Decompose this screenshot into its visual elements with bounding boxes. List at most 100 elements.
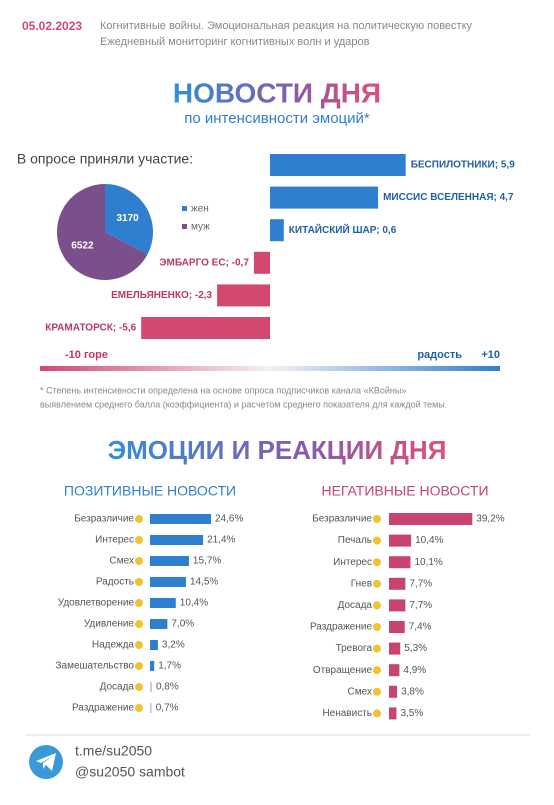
category-label: Смех [110,556,134,567]
bar [150,514,212,524]
emoji-icon [135,662,143,670]
value-label: 0,8% [156,682,179,693]
value-label: 0,7% [156,703,179,714]
footnote: * Степень интенсивности определена на ос… [40,385,406,395]
emoji-icon [135,704,143,712]
bar [150,556,189,566]
emoji-icon [373,644,381,653]
axis-positive-label: радость [417,349,462,361]
value-label: 3,8% [401,686,424,697]
pie-title: В опросе приняли участие: [17,151,193,167]
emoji-icon [373,709,381,718]
category-label: Безразличие [74,514,134,525]
bar [270,219,284,242]
footer-bot[interactable]: @su2050 sambot [75,764,185,780]
bar [270,186,379,209]
legend-label: жен [191,204,209,215]
slice-label: 6522 [71,240,94,251]
legend-swatch [182,206,187,211]
value-label: 39,2% [476,514,504,525]
bar [141,317,270,339]
emoji-icon [373,623,381,631]
category-label: Отвращение [313,665,373,676]
value-label: 10,4% [415,535,443,546]
category-label: Смех [348,686,372,697]
value-label: 5,3% [404,643,427,654]
header-line: Ежедневный мониторинг когнитивных волн и… [100,36,370,48]
bar [150,682,152,692]
bar [150,661,155,671]
category-label: Досада [338,600,373,611]
emoji-icon [135,641,143,649]
section-title: НОВОСТИ ДНЯ [173,77,381,108]
emoji-icon [135,515,143,523]
value-label: 1,7% [158,661,181,672]
bar [389,707,397,720]
category-label: Досада [100,682,135,693]
bar-label: ЕМЕЛЬЯНЕНКО; -2,3 [111,290,212,301]
category-label: Удивление [84,619,135,630]
emoji-icon [373,687,381,696]
bar [150,535,204,545]
value-label: 14,5% [190,577,218,588]
category-label: Безразличие [312,514,372,525]
bar [389,556,411,569]
value-label: 15,7% [193,556,221,567]
category-label: Гнев [351,578,372,589]
emoji-icon [373,558,381,567]
value-label: 21,4% [207,535,235,546]
value-label: 7,7% [409,600,432,611]
emoji-icon [135,599,143,607]
emoji-icon [135,620,143,628]
bar-label: БЕСПИЛОТНИКИ; 5,9 [411,160,516,171]
bar [150,598,176,608]
category-label: Тревога [336,643,373,654]
pie-slice [57,184,148,280]
pie-slice [105,184,153,255]
category-label: Надежда [92,640,135,651]
category-label: Замешательство [56,661,135,672]
bar [253,251,270,274]
value-label: 7,7% [409,578,432,589]
value-label: 4,9% [403,665,426,676]
value-label: 7,0% [171,619,194,630]
bar-label: МИССИС ВСЕЛЕННАЯ; 4,7 [383,192,514,203]
bar [270,154,406,176]
bar [389,642,401,655]
category-label: Печаль [338,535,372,546]
category-label: Раздражение [310,622,372,633]
bar [389,685,398,698]
tick-label: -10 горе [65,349,108,361]
legend-label: муж [191,222,210,233]
emoji-icon [135,557,143,565]
emoji-icon [373,515,381,523]
value-label: 7,4% [409,622,432,633]
value-label: 3,2% [162,640,185,651]
category-label: Удовлетворение [58,598,135,609]
bar [150,577,186,587]
category-label: Раздражение [72,703,134,714]
bar-label: КРАМАТОРСК; -5,6 [45,323,136,334]
bar [389,599,406,612]
value-label: 24,6% [215,514,243,525]
bar [217,284,270,307]
category-label: Ненависть [322,708,372,719]
emoji-icon [373,536,381,545]
slice-label: 3170 [116,213,139,224]
emoji-icon [373,601,381,610]
footnote: выявлением среднего балла (коэффициента)… [40,399,447,409]
emoji-icon [373,579,381,588]
bar [150,703,152,713]
bar [389,664,400,677]
legend-swatch [182,224,187,229]
emoji-icon [135,536,143,544]
axis-gradient [40,366,500,371]
tick-label: +10 [481,349,500,361]
value-label: 3,5% [400,708,423,719]
date: 05.02.2023 [22,19,82,33]
header-line: Когнитивные войны. Эмоциональная реакция… [100,20,473,32]
emoji-icon [135,683,143,691]
footer-link[interactable]: t.me/su2050 [75,743,152,759]
bar [150,640,158,650]
category-label: Радость [96,577,134,588]
